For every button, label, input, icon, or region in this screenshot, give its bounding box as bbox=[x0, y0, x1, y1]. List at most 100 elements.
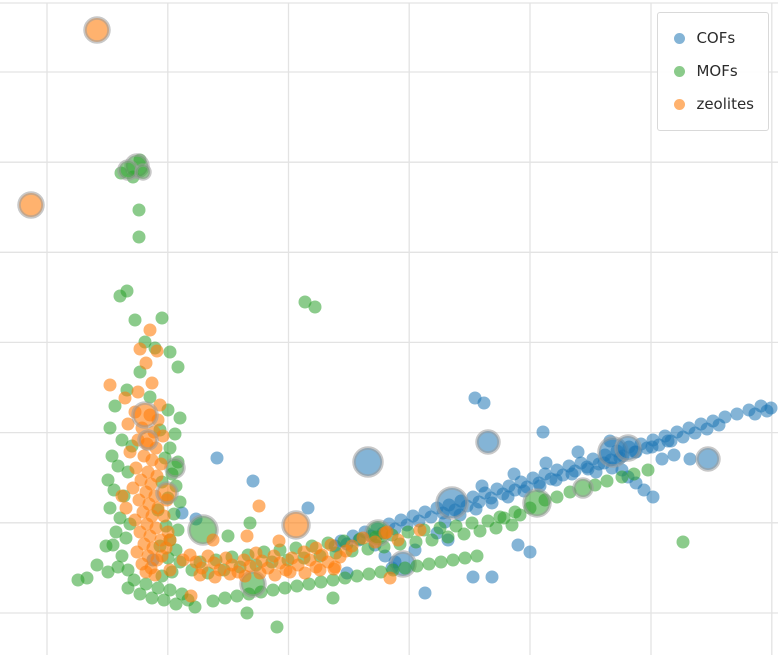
data-point-mofs bbox=[398, 561, 412, 575]
data-point-mofs bbox=[109, 525, 123, 539]
data-point-mofs bbox=[167, 507, 181, 521]
data-point-mofs bbox=[169, 597, 183, 611]
data-point-zeolites bbox=[193, 568, 207, 582]
highlighted-data-point-zeolites bbox=[83, 16, 111, 44]
data-point-zeolites bbox=[134, 473, 148, 487]
data-point-cofs bbox=[571, 445, 585, 459]
data-point-zeolites bbox=[139, 356, 153, 370]
mofs-marker-icon bbox=[674, 66, 686, 77]
data-point-zeolites bbox=[268, 568, 282, 582]
data-point-mofs bbox=[270, 620, 284, 634]
data-point-zeolites bbox=[298, 566, 312, 580]
data-point-zeolites bbox=[103, 378, 117, 392]
data-point-mofs bbox=[422, 557, 436, 571]
data-point-cofs bbox=[683, 452, 697, 466]
data-point-mofs bbox=[121, 563, 135, 577]
data-point-mofs bbox=[113, 511, 127, 525]
legend-item-zeolites: zeolites bbox=[670, 88, 754, 121]
data-point-cofs bbox=[477, 396, 491, 410]
data-point-mofs bbox=[115, 549, 129, 563]
data-point-mofs bbox=[278, 581, 292, 595]
data-point-zeolites bbox=[130, 545, 144, 559]
data-point-cofs bbox=[718, 410, 732, 424]
data-point-mofs bbox=[157, 593, 171, 607]
data-point-mofs bbox=[143, 390, 157, 404]
data-point-zeolites bbox=[157, 509, 171, 523]
data-point-mofs bbox=[401, 525, 415, 539]
data-point-mofs bbox=[508, 505, 522, 519]
highlighted-data-point-cofs bbox=[695, 446, 721, 472]
data-point-cofs bbox=[565, 467, 579, 481]
data-point-zeolites bbox=[148, 568, 162, 582]
data-point-mofs bbox=[230, 589, 244, 603]
data-point-mofs bbox=[132, 230, 146, 244]
data-point-mofs bbox=[151, 581, 165, 595]
data-point-mofs bbox=[676, 535, 690, 549]
data-point-zeolites bbox=[163, 563, 177, 577]
data-point-mofs bbox=[449, 519, 463, 533]
data-point-zeolites bbox=[252, 499, 266, 513]
data-point-cofs bbox=[667, 448, 681, 462]
data-point-zeolites bbox=[126, 481, 140, 495]
data-point-zeolites bbox=[133, 342, 147, 356]
data-point-mofs bbox=[308, 300, 322, 314]
legend-label-zeolites: zeolites bbox=[696, 95, 754, 113]
data-point-mofs bbox=[314, 575, 328, 589]
data-point-zeolites bbox=[145, 376, 159, 390]
data-point-mofs bbox=[326, 591, 340, 605]
data-point-mofs bbox=[470, 549, 484, 563]
highlighted-data-point-zeolites bbox=[17, 191, 45, 219]
data-point-mofs bbox=[326, 573, 340, 587]
data-point-cofs bbox=[764, 401, 778, 415]
data-point-mofs bbox=[113, 289, 127, 303]
data-point-mofs bbox=[362, 567, 376, 581]
data-point-mofs bbox=[446, 553, 460, 567]
data-point-mofs bbox=[128, 313, 142, 327]
data-point-cofs bbox=[418, 586, 432, 600]
data-point-mofs bbox=[163, 441, 177, 455]
data-point-mofs bbox=[168, 427, 182, 441]
data-point-cofs bbox=[511, 538, 525, 552]
data-point-cofs bbox=[661, 434, 675, 448]
legend-item-cofs: COFs bbox=[670, 22, 754, 55]
data-point-mofs bbox=[171, 360, 185, 374]
highlighted-data-point-mofs bbox=[134, 163, 152, 181]
data-point-mofs bbox=[457, 527, 471, 541]
data-point-zeolites bbox=[238, 569, 252, 583]
data-point-mofs bbox=[132, 203, 146, 217]
data-point-cofs bbox=[730, 407, 744, 421]
data-point-mofs bbox=[121, 581, 135, 595]
highlighted-data-point-mofs bbox=[117, 159, 139, 181]
legend-item-mofs: MOFs bbox=[670, 55, 754, 88]
data-point-mofs bbox=[433, 521, 447, 535]
data-point-cofs bbox=[523, 545, 537, 559]
data-point-mofs bbox=[171, 523, 185, 537]
highlighted-data-point-zeolites bbox=[155, 481, 179, 505]
data-point-mofs bbox=[103, 421, 117, 435]
data-point-mofs bbox=[103, 501, 117, 515]
data-point-mofs bbox=[627, 467, 641, 481]
data-point-mofs bbox=[221, 529, 235, 543]
zeolites-marker-icon bbox=[674, 99, 686, 110]
legend-label-cofs: COFs bbox=[696, 29, 736, 47]
data-point-zeolites bbox=[163, 533, 177, 547]
data-point-zeolites bbox=[391, 533, 405, 547]
data-point-zeolites bbox=[383, 571, 397, 585]
data-point-zeolites bbox=[345, 539, 359, 553]
data-point-mofs bbox=[108, 399, 122, 413]
data-point-cofs bbox=[536, 425, 550, 439]
data-point-zeolites bbox=[150, 344, 164, 358]
series-zeolites bbox=[17, 16, 427, 603]
cofs-marker-icon bbox=[674, 33, 686, 44]
data-point-zeolites bbox=[356, 531, 370, 545]
data-point-mofs bbox=[115, 433, 129, 447]
data-point-cofs bbox=[501, 490, 515, 504]
highlighted-data-point-cofs bbox=[614, 434, 642, 462]
data-point-mofs bbox=[505, 518, 519, 532]
data-point-zeolites bbox=[156, 429, 170, 443]
data-point-mofs bbox=[465, 516, 479, 530]
data-point-zeolites bbox=[309, 541, 323, 555]
data-point-mofs bbox=[101, 473, 115, 487]
